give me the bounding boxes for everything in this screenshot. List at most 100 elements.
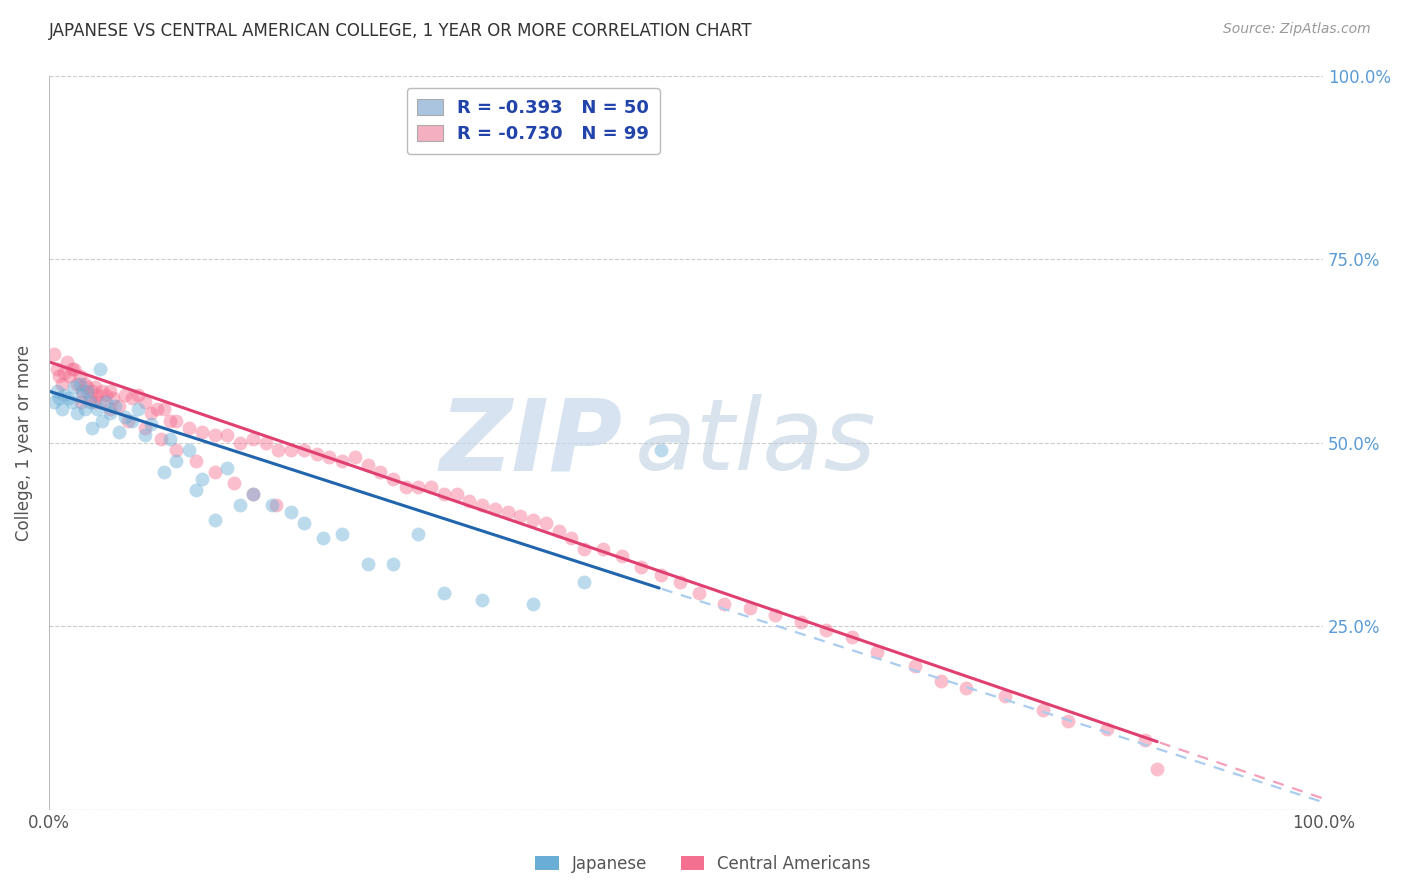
Point (98, 406, 121, 420)
Point (650, 442, 672, 457)
Point (509, 508, 531, 523)
Point (114, 409, 136, 424)
Point (395, 479, 418, 493)
Point (134, 395, 156, 409)
Point (330, 454, 353, 468)
Point (127, 388, 149, 402)
Point (69, 369, 91, 384)
Point (260, 498, 283, 512)
Point (79, 392, 101, 406)
Point (242, 487, 264, 501)
Point (1095, 722, 1118, 736)
Point (66, 406, 89, 420)
Point (522, 597, 544, 611)
Point (547, 524, 569, 538)
Point (572, 541, 595, 556)
Point (217, 428, 239, 442)
Text: JAPANESE VS CENTRAL AMERICAN COLLEGE, 1 YEAR OR MORE CORRELATION CHART: JAPANESE VS CENTRAL AMERICAN COLLEGE, 1 … (49, 22, 752, 40)
Point (866, 645, 889, 659)
Point (790, 615, 813, 630)
Legend: Japanese, Central Americans: Japanese, Central Americans (529, 848, 877, 880)
Point (929, 674, 952, 689)
Point (179, 442, 201, 457)
Point (83, 395, 105, 409)
Point (63, 362, 86, 376)
Point (222, 475, 245, 490)
Point (66, 376, 89, 391)
Point (433, 487, 456, 501)
Point (86, 388, 108, 402)
Point (292, 516, 315, 531)
Point (159, 432, 181, 446)
Point (139, 406, 162, 420)
Point (53, 366, 76, 380)
Point (86, 402, 108, 417)
Point (1032, 703, 1054, 717)
Point (45, 384, 67, 399)
Point (280, 442, 302, 457)
Point (127, 402, 149, 417)
Point (60, 395, 83, 409)
Point (56, 392, 79, 406)
Point (408, 479, 430, 493)
Point (89, 362, 111, 376)
Point (191, 472, 214, 486)
Point (108, 399, 131, 413)
Point (229, 498, 252, 512)
Point (45, 362, 67, 376)
Point (139, 417, 162, 432)
Point (121, 413, 143, 427)
Point (134, 428, 156, 442)
Point (96, 395, 118, 409)
Point (217, 461, 239, 475)
Point (108, 425, 131, 439)
Point (433, 586, 456, 600)
Point (83, 380, 105, 394)
Point (42, 395, 65, 409)
Point (73, 402, 96, 417)
Point (165, 454, 187, 468)
Point (994, 689, 1017, 703)
Point (98, 402, 121, 417)
Point (592, 541, 614, 556)
Point (56, 355, 79, 369)
Point (98, 384, 121, 399)
Point (650, 567, 672, 582)
Point (264, 498, 287, 512)
Point (146, 402, 169, 417)
Point (242, 487, 264, 501)
Point (165, 442, 187, 457)
Point (382, 472, 405, 486)
Point (738, 600, 761, 615)
Point (91, 384, 114, 399)
Point (713, 597, 735, 611)
Point (356, 458, 378, 472)
Point (114, 388, 136, 402)
Point (204, 428, 226, 442)
Point (841, 630, 863, 644)
Point (70, 384, 93, 399)
Point (534, 516, 557, 531)
Point (955, 681, 977, 696)
Point (152, 465, 174, 479)
Text: Source: ZipAtlas.com: Source: ZipAtlas.com (1223, 22, 1371, 37)
Point (763, 607, 786, 622)
Point (408, 527, 430, 541)
Point (242, 432, 264, 446)
Point (612, 549, 634, 564)
Point (96, 388, 118, 402)
Point (446, 487, 468, 501)
Point (305, 446, 328, 460)
Point (82, 384, 104, 399)
Point (117, 413, 139, 427)
Point (69, 376, 91, 391)
Point (91, 413, 114, 427)
Point (484, 501, 506, 516)
Point (522, 513, 544, 527)
Point (229, 435, 252, 450)
Point (1057, 714, 1080, 729)
Point (330, 527, 353, 541)
Point (69, 395, 91, 409)
Point (204, 513, 226, 527)
Legend: R = -0.393   N = 50, R = -0.730   N = 99: R = -0.393 N = 50, R = -0.730 N = 99 (406, 88, 659, 153)
